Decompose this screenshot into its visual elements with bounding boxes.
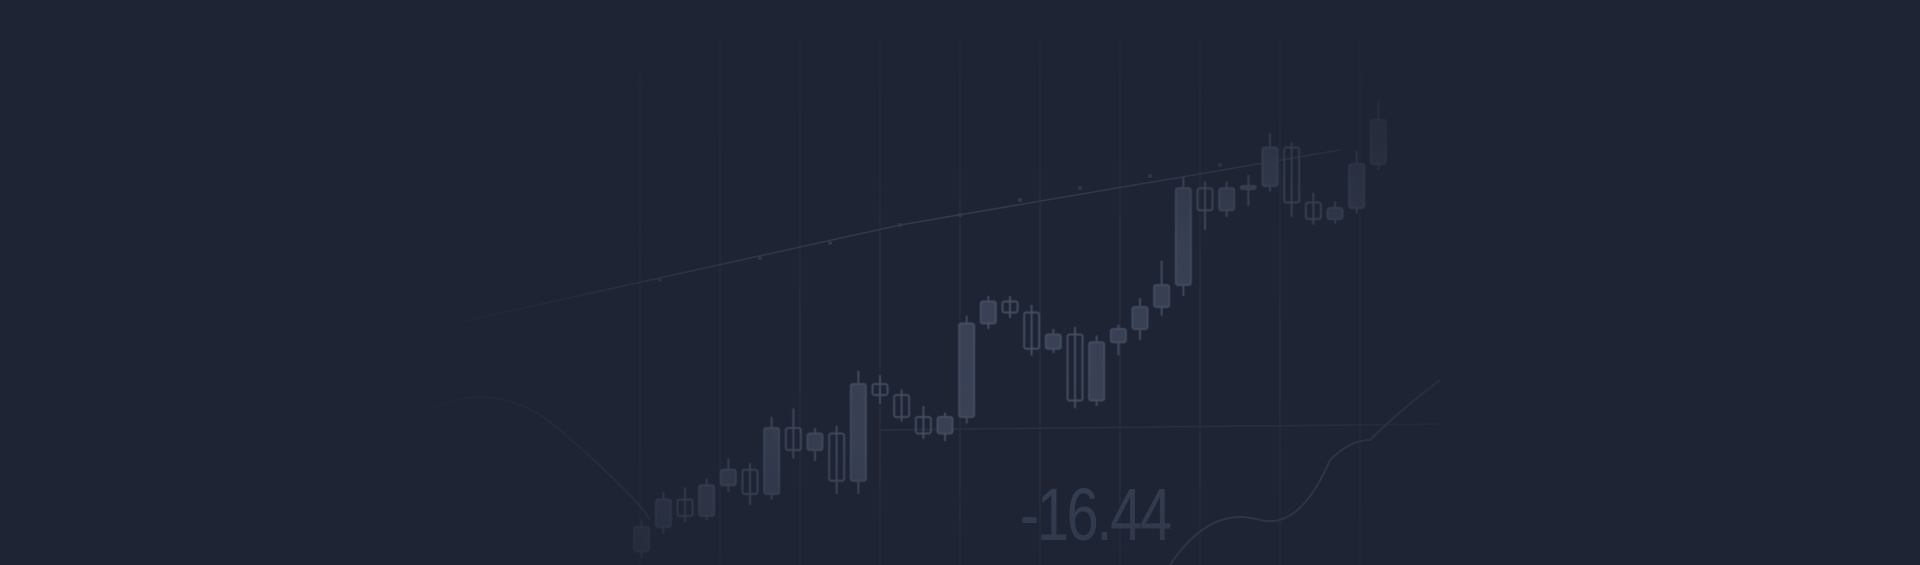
price-change-readout: -16.44 (1020, 473, 1172, 556)
candlestick (936, 412, 954, 442)
candlestick (979, 296, 997, 329)
candle-body (763, 427, 781, 495)
candle-body (1044, 333, 1062, 350)
candle-body (1326, 207, 1344, 220)
trend-marker (828, 241, 832, 245)
grid-line-horizontal (879, 423, 1441, 431)
candlestick (958, 315, 976, 424)
trend-marker (758, 256, 762, 260)
candlestick (654, 491, 672, 534)
candlestick (1283, 142, 1301, 217)
candlestick (1174, 177, 1192, 296)
trend-marker (1148, 174, 1152, 178)
candle-body (1348, 163, 1366, 209)
candlestick (1131, 298, 1149, 340)
candle-body (698, 484, 716, 518)
trend-marker (1078, 186, 1082, 190)
candle-body (936, 416, 954, 435)
chart-trend-lines (379, 149, 1441, 565)
candlestick (1088, 335, 1106, 406)
candlestick (784, 408, 802, 459)
trend-line (1169, 379, 1441, 565)
candlestick (741, 463, 759, 505)
candlestick (1153, 260, 1171, 316)
candlestick (806, 428, 824, 461)
trend-line (379, 396, 651, 521)
candlestick (1023, 304, 1041, 356)
trend-marker (1218, 163, 1222, 167)
candle-body (1174, 187, 1192, 286)
candlestick (1109, 324, 1127, 356)
candlestick (828, 425, 846, 494)
candlestick (1348, 150, 1366, 214)
candle-body (1153, 284, 1171, 308)
candle-body (958, 322, 976, 418)
candle-body (1261, 146, 1279, 187)
candlestick (698, 478, 716, 521)
candlestick (1326, 201, 1344, 224)
candle-body (1088, 341, 1106, 402)
trend-marker (1018, 198, 1022, 202)
trend-line (459, 149, 1341, 323)
candle-body (654, 498, 672, 528)
trend-marker (958, 213, 962, 217)
candlestick (1261, 133, 1279, 192)
candlestick (871, 375, 889, 404)
trend-marker (898, 223, 902, 227)
candlestick (849, 370, 867, 494)
trend-marker (658, 278, 662, 282)
candlestick (1001, 296, 1019, 318)
candle-body (719, 468, 737, 487)
candle-body (979, 300, 997, 325)
candlestick (1218, 181, 1236, 217)
candlestick (914, 406, 932, 439)
candle-body (806, 432, 824, 451)
candlestick (763, 417, 781, 500)
candlestick (633, 520, 651, 558)
candlestick (1066, 326, 1084, 409)
candle-body (633, 526, 651, 553)
candlestick (893, 389, 911, 422)
candle-body (1369, 119, 1387, 165)
candlestick (676, 487, 694, 523)
candlestick (1369, 100, 1387, 170)
candle-body (1109, 328, 1127, 344)
candlestick (1239, 175, 1257, 206)
candle-body (1131, 306, 1149, 330)
candle-body (1239, 185, 1257, 190)
candle-body (849, 383, 867, 482)
chart-candles (633, 100, 1387, 558)
candlestick (719, 458, 737, 492)
candlestick (1044, 329, 1062, 354)
candlestick (1304, 192, 1322, 225)
candle-body (1218, 187, 1236, 212)
